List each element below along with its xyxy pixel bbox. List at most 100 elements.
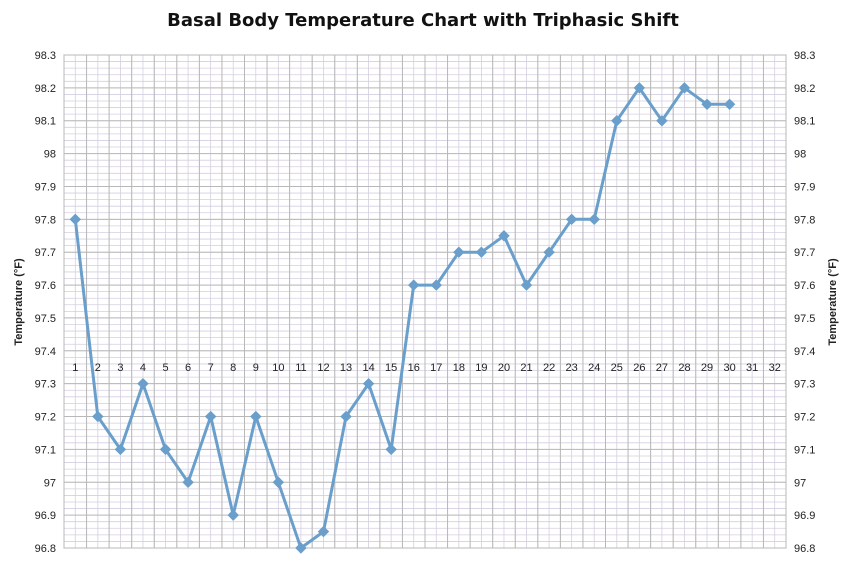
- x-tick-label: 30: [723, 362, 735, 374]
- y-tick-label-right: 98.2: [794, 83, 815, 95]
- y-tick-label-left: 97.7: [35, 247, 56, 259]
- y-tick-label-right: 98.3: [794, 50, 815, 62]
- data-point-marker: [272, 476, 285, 488]
- y-tick-label-right: 97.9: [794, 181, 815, 193]
- x-tick-label: 6: [185, 362, 191, 374]
- y-tick-label-right: 98.1: [794, 116, 815, 128]
- y-tick-label-left: 96.8: [35, 543, 56, 555]
- data-point-marker: [204, 410, 217, 423]
- y-tick-label-right: 97.3: [794, 379, 815, 391]
- series-line: [73, 86, 730, 550]
- data-point-marker: [701, 98, 713, 111]
- series-layer: [69, 82, 736, 554]
- data-point-marker: [317, 525, 330, 538]
- data-point-marker: [565, 213, 578, 226]
- chart-title: Basal Body Temperature Chart with Tripha…: [167, 10, 679, 31]
- y-tick-label-left: 97.2: [35, 412, 56, 424]
- data-point-marker: [182, 476, 194, 488]
- data-point-marker: [611, 115, 623, 127]
- x-tick-label: 29: [701, 362, 713, 374]
- y-tick-label-right: 97.8: [794, 214, 815, 226]
- y-tick-label-right: 97.5: [794, 313, 815, 325]
- x-tick-label: 14: [362, 362, 374, 374]
- y-tick-label-left: 97: [44, 477, 56, 489]
- y-tick-label-left: 98.3: [35, 50, 56, 62]
- data-point-marker: [498, 230, 510, 242]
- data-point-marker: [723, 98, 736, 111]
- data-point-marker: [340, 410, 352, 423]
- data-point-marker: [295, 542, 307, 554]
- x-tick-label: 2: [95, 362, 101, 374]
- y-tick-label-left: 96.9: [35, 510, 56, 522]
- y-tick-label-right: 96.9: [794, 510, 815, 522]
- data-point-marker: [453, 246, 465, 258]
- y-tick-label-right: 97: [794, 477, 806, 489]
- x-tick-label: 20: [498, 362, 510, 374]
- y-tick-label-right: 97.4: [794, 346, 815, 358]
- y-tick-label-left: 97.6: [35, 280, 56, 292]
- x-tick-label: 22: [543, 362, 555, 374]
- data-point-marker: [385, 443, 397, 456]
- x-tick-label: 18: [453, 362, 465, 374]
- x-tick-label: 26: [633, 362, 645, 374]
- y-tick-label-right: 97.1: [794, 444, 815, 456]
- x-tick-label: 24: [588, 362, 600, 374]
- x-tick-label: 12: [317, 362, 329, 374]
- x-tick-label: 19: [475, 362, 487, 374]
- y-tick-label-left: 98.2: [35, 83, 56, 95]
- y-tick-label-right: 97.7: [794, 247, 815, 259]
- x-tick-label: 27: [656, 362, 668, 374]
- data-point-marker: [543, 246, 555, 258]
- y-tick-label-left: 97.5: [35, 313, 56, 325]
- x-tick-label: 9: [253, 362, 259, 374]
- y-tick-label-left: 97.3: [35, 379, 56, 391]
- data-point-marker: [92, 410, 104, 423]
- x-tick-label: 5: [162, 362, 168, 374]
- x-tick-label: 23: [566, 362, 578, 374]
- x-tick-label: 17: [430, 362, 442, 374]
- data-point-marker: [159, 443, 172, 456]
- x-tick-label: 3: [117, 362, 123, 374]
- x-tick-label: 10: [272, 362, 284, 374]
- y-tick-label-left: 97.1: [35, 444, 56, 456]
- x-tick-label: 1: [72, 362, 78, 374]
- y-tick-label-right: 97.6: [794, 280, 815, 292]
- y-axis-label-left: Temperature (°F): [13, 258, 25, 346]
- data-point-marker: [656, 115, 668, 127]
- x-tick-label: 7: [208, 362, 214, 374]
- x-tick-label: 32: [769, 362, 781, 374]
- data-point-marker: [137, 377, 149, 390]
- x-tick-label: 13: [340, 362, 352, 374]
- y-axis-label-right: Temperature (°F): [827, 258, 839, 346]
- data-point-marker: [588, 213, 600, 226]
- x-tick-label: 16: [408, 362, 420, 374]
- y-tick-label-left: 97.8: [35, 214, 56, 226]
- y-tick-label-left: 97.9: [35, 181, 56, 193]
- data-point-marker: [475, 246, 488, 258]
- data-point-marker: [250, 410, 262, 423]
- data-point-marker: [430, 279, 442, 291]
- data-point-marker: [633, 82, 646, 94]
- data-point-marker: [114, 443, 127, 456]
- y-tick-label-right: 96.8: [794, 543, 815, 555]
- y-tick-label-left: 97.4: [35, 346, 56, 358]
- data-point-marker: [678, 82, 691, 94]
- data-point-marker: [69, 213, 81, 226]
- y-tick-label-left: 98: [44, 149, 56, 161]
- data-point-marker: [408, 279, 420, 291]
- x-tick-label: 21: [520, 362, 532, 374]
- data-point-marker: [362, 377, 375, 390]
- y-tick-label-right: 97.2: [794, 412, 815, 424]
- x-tick-label: 11: [295, 362, 306, 374]
- x-tick-label: 25: [611, 362, 623, 374]
- x-tick-label: 8: [230, 362, 236, 374]
- y-tick-label-right: 98: [794, 149, 806, 161]
- data-point-marker: [227, 509, 239, 521]
- grid-layer: [63, 54, 787, 549]
- x-tick-label: 4: [140, 362, 146, 374]
- x-tick-label: 28: [678, 362, 690, 374]
- data-point-marker: [520, 279, 533, 291]
